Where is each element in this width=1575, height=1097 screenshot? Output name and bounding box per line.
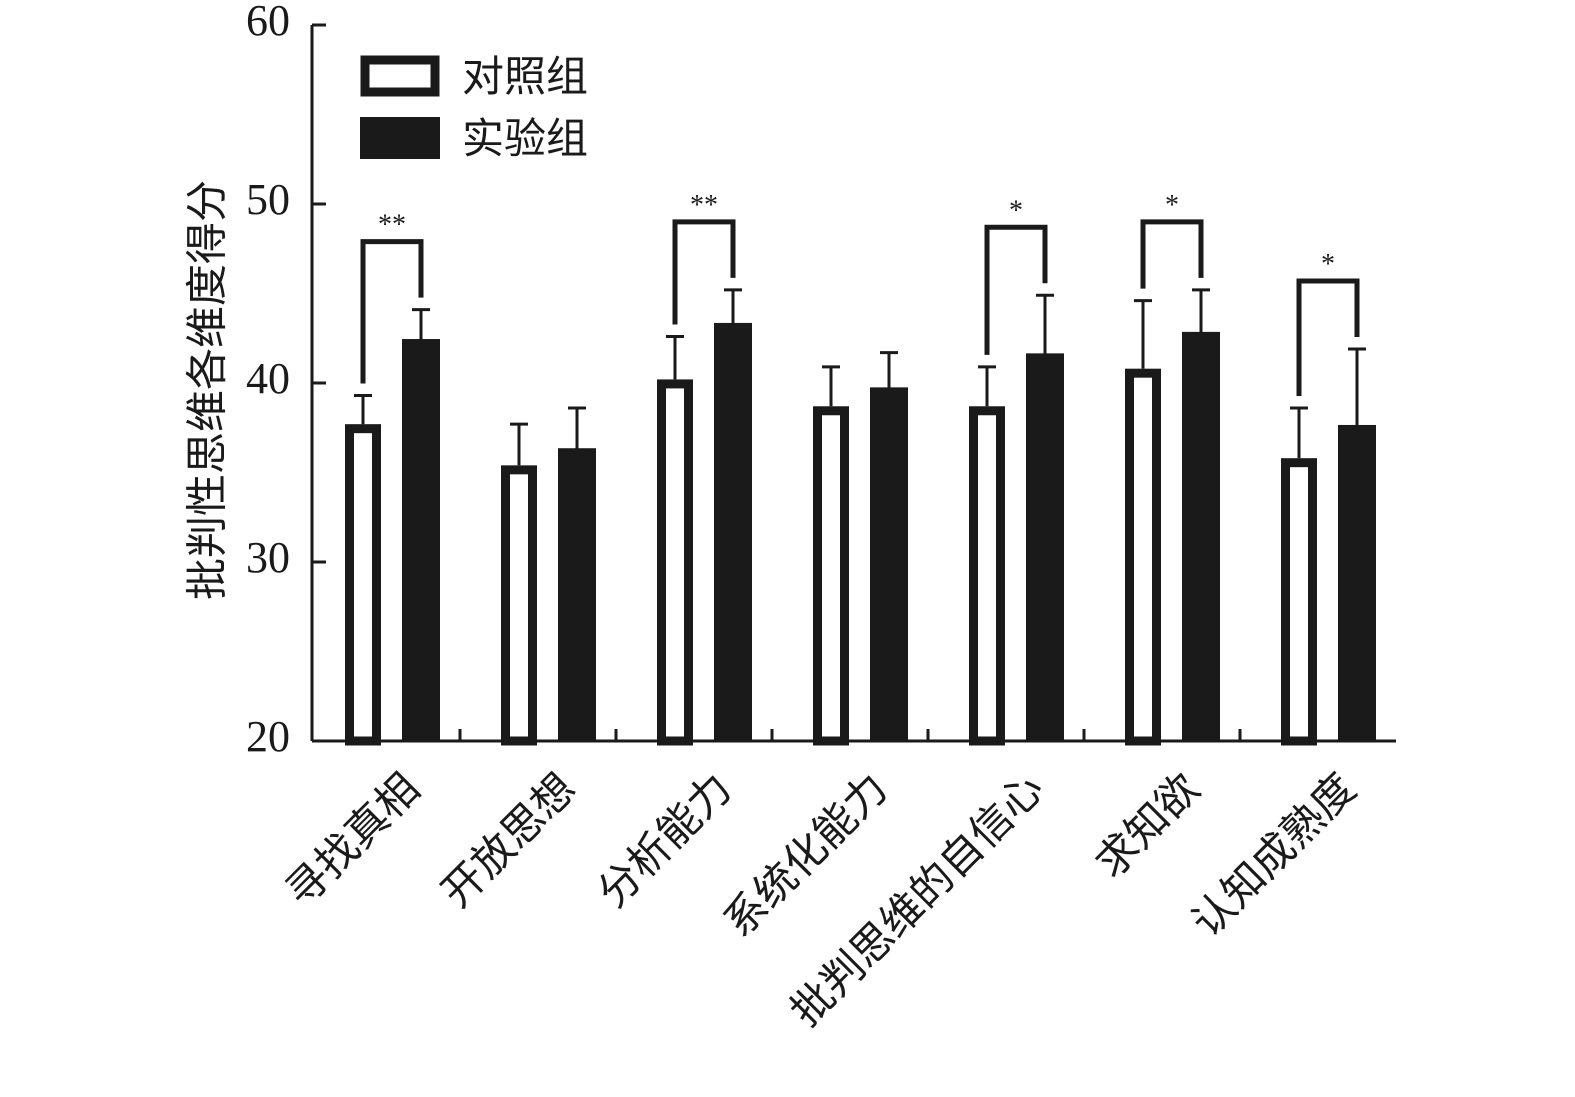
sig-label-0: ** (378, 210, 406, 241)
bar-control-1 (501, 465, 537, 746)
significance-brackets: **** * ** (360, 190, 1360, 397)
bar-experiment-4 (1026, 353, 1064, 742)
y-tick-label-40: 40 (246, 354, 290, 403)
bar-experiment-2 (714, 322, 752, 742)
bar-experiment-3 (870, 387, 908, 742)
sig-bracket-2 (672, 219, 736, 325)
y-tick-label-30: 30 (246, 533, 290, 582)
sig-label-2: ** (690, 190, 718, 221)
legend-label-experiment: 实验组 (462, 114, 588, 163)
sig-label-5: * (1165, 190, 1179, 221)
sig-bracket-6 (1296, 278, 1360, 397)
y-axis: 20 30 40 50 60 (246, 0, 326, 761)
bar-control-2 (657, 379, 693, 746)
legend-swatch-control (360, 55, 440, 97)
legend: 对照组 实验组 (360, 52, 588, 163)
y-tick-label-60: 60 (246, 0, 290, 45)
y-axis-label: 批判性思维各维度得分 (183, 180, 232, 600)
category-label-1: 开放思想 (432, 763, 585, 916)
bar-control-3 (813, 406, 849, 746)
y-tick-label-20: 20 (246, 712, 290, 761)
sig-label-4: * (1009, 195, 1023, 226)
error-bars (354, 288, 1366, 466)
bars (345, 322, 1376, 746)
y-tick-label-50: 50 (246, 175, 290, 224)
sig-bracket-0 (360, 239, 424, 384)
category-label-6: 认知成熟度 (1182, 763, 1365, 946)
category-label-5: 求知欲 (1085, 763, 1209, 887)
bar-experiment-0 (402, 339, 440, 742)
category-label-2: 分析能力 (588, 763, 741, 916)
category-label-0: 寻找真相 (276, 763, 429, 916)
bar-control-4 (969, 406, 1005, 746)
bar-experiment-6 (1338, 424, 1376, 742)
legend-label-control: 对照组 (462, 52, 588, 101)
legend-swatch-experiment (360, 117, 440, 159)
sig-bracket-5 (1140, 219, 1204, 289)
bar-experiment-1 (558, 448, 596, 742)
bar-experiment-5 (1182, 331, 1220, 742)
bar-control-6 (1281, 458, 1317, 746)
sig-bracket-4 (984, 224, 1048, 355)
bar-control-0 (345, 424, 381, 746)
bar-control-5 (1125, 368, 1161, 746)
sig-label-6: * (1321, 249, 1335, 280)
